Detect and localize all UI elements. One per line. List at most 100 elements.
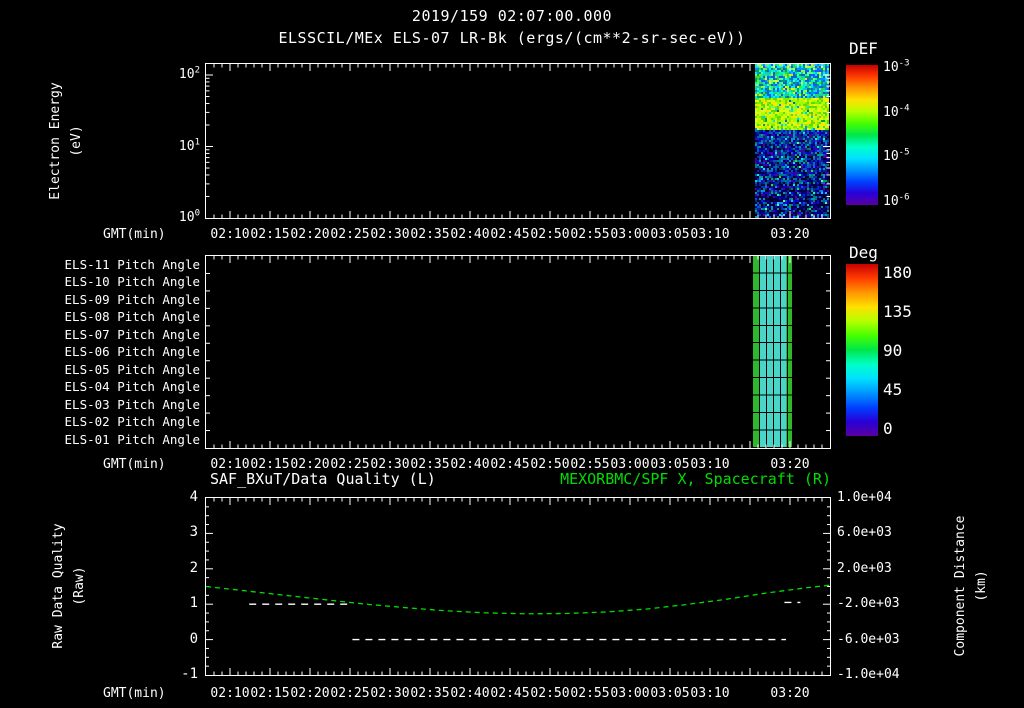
- deg-colorbar: [846, 264, 878, 436]
- component-distance-axis-label-line2: (km): [974, 570, 989, 602]
- right-series-title: MEXORBMC/SPF X, Spacecraft (R): [560, 470, 831, 488]
- time-axis-row-2: GMT(min) 02:10 02:15 02:20 02:25 02:30 02:35 02…: [0, 457, 1024, 473]
- time-tick-label: 02:55: [570, 457, 610, 472]
- time-tick-label: 03:10: [690, 457, 730, 472]
- time-tick-label: 03:10: [690, 686, 730, 701]
- time-tick-label: 02:45: [490, 686, 530, 701]
- time-tick-label: 02:35: [410, 686, 450, 701]
- spacecraft-x-series: [206, 584, 830, 615]
- time-tick-label: 02:45: [490, 457, 530, 472]
- time-tick-label: 02:25: [330, 227, 370, 242]
- component-distance-tick-label: 1.0e+04: [837, 490, 892, 505]
- spectrogram-axis-ticks: [206, 64, 830, 218]
- time-axis-title: GMT(min): [103, 686, 166, 701]
- pitch-panel-axis-ticks: [206, 256, 830, 448]
- time-tick-label: 02:20: [290, 227, 330, 242]
- time-axis-title: GMT(min): [103, 457, 166, 472]
- energy-axis-label-line2: (eV): [69, 125, 84, 157]
- component-distance-axis-label: Component Distance (km): [951, 516, 993, 657]
- deg-colorbar-tick-label: 0: [883, 419, 893, 438]
- time-tick-label: 02:35: [410, 227, 450, 242]
- pitch-angle-data-block: [753, 256, 792, 448]
- exponent: -4: [898, 103, 910, 114]
- pitch-row-label: ELS-06 Pitch Angle: [64, 344, 200, 360]
- pitch-row-label: ELS-02 Pitch Angle: [64, 414, 200, 430]
- spectrogram-data-region: [755, 64, 829, 218]
- time-axis-row-3: GMT(min) 02:10 02:15 02:20 02:25 02:30 02:35 02…: [0, 686, 1024, 702]
- time-tick-label: 02:15: [250, 686, 290, 701]
- pitch-row-label: ELS-03 Pitch Angle: [64, 396, 200, 412]
- time-tick-label: 03:05: [650, 686, 690, 701]
- time-tick-label: 03:20: [770, 457, 810, 472]
- component-distance-tick-label: -6.0e+03: [837, 631, 900, 647]
- raw-quality-tick-label: 2: [189, 559, 198, 576]
- time-tick-label: 02:10: [210, 686, 250, 701]
- def-colorbar-tick-label: 10-3: [883, 58, 910, 75]
- deg-colorbar-tick-label: 45: [883, 380, 903, 399]
- component-distance-tick-label: -1.0e+04: [837, 667, 900, 682]
- time-tick-label: 02:10: [210, 227, 250, 242]
- component-distance-axis-label-line1: Component Distance: [953, 515, 969, 657]
- line-plot-axis-ticks: [206, 498, 830, 675]
- def-colorbar: [846, 65, 878, 205]
- time-tick-label: 02:15: [250, 227, 290, 242]
- time-tick-label: 02:15: [250, 457, 290, 472]
- time-tick-label: 02:20: [290, 686, 330, 701]
- pitch-row-label: ELS-10 Pitch Angle: [64, 274, 200, 290]
- component-distance-tick-label: 6.0e+03: [837, 525, 892, 541]
- time-tick-label: 02:30: [370, 686, 410, 701]
- pitch-row-label: ELS-08 Pitch Angle: [64, 309, 200, 325]
- deg-colorbar-tick-label: 180: [883, 263, 912, 282]
- pitch-row-label: ELS-04 Pitch Angle: [64, 379, 200, 395]
- time-tick-label: 02:30: [370, 457, 410, 472]
- exponent: 2: [194, 65, 200, 76]
- time-tick-label: 02:50: [530, 686, 570, 701]
- raw-quality-tick-label: 4: [189, 489, 198, 505]
- def-colorbar-title: DEF: [849, 39, 878, 58]
- raw-quality-axis-label: Raw Data Quality (Raw): [49, 523, 91, 648]
- deg-colorbar-title: Deg: [849, 243, 878, 262]
- component-distance-tick-label: -2.0e+03: [837, 596, 900, 612]
- raw-quality-tick-label: 3: [189, 524, 198, 541]
- exponent: 0: [194, 208, 200, 219]
- time-tick-label: 02:45: [490, 227, 530, 242]
- time-tick-label: 02:50: [530, 457, 570, 472]
- raw-quality-tick-label: 1: [189, 595, 198, 612]
- time-tick-label: 02:35: [410, 457, 450, 472]
- time-tick-label: 02:20: [290, 457, 330, 472]
- time-tick-label: 02:50: [530, 227, 570, 242]
- time-tick-label: 03:20: [770, 686, 810, 701]
- time-tick-label: 02:40: [450, 227, 490, 242]
- time-tick-label: 03:00: [610, 686, 650, 701]
- left-series-title: SAF_BXuT/Data Quality (L): [210, 470, 436, 488]
- deg-colorbar-tick-label: 90: [883, 341, 903, 360]
- time-tick-label: 02:40: [450, 457, 490, 472]
- time-tick-label: 02:25: [330, 686, 370, 701]
- def-colorbar-tick-label: 10-5: [883, 147, 910, 164]
- time-tick-label: 03:00: [610, 457, 650, 472]
- pitch-row-label: ELS-09 Pitch Angle: [64, 291, 200, 307]
- exponent: 1: [194, 137, 200, 148]
- time-tick-label: 02:55: [570, 227, 610, 242]
- timestamp-title: 2019/159 02:07:00.000: [411, 7, 613, 25]
- plot-title: ELSSCIL/MEx ELS-07 LR-Bk (ergs/(cm**2-sr…: [278, 29, 746, 47]
- raw-quality-axis-label-line1: Raw Data Quality: [51, 523, 67, 649]
- deg-colorbar-tick-label: 135: [883, 302, 912, 321]
- electron-energy-spectrogram-panel: [205, 63, 831, 219]
- pitch-row-label: ELS-05 Pitch Angle: [64, 361, 200, 377]
- time-tick-label: 02:40: [450, 686, 490, 701]
- raw-quality-tick-label: -1: [181, 666, 198, 682]
- time-tick-label: 03:05: [650, 457, 690, 472]
- energy-axis-label-line1: Electron Energy: [48, 82, 64, 200]
- time-axis-title: GMT(min): [103, 227, 166, 242]
- time-tick-label: 03:10: [690, 227, 730, 242]
- time-tick-label: 03:20: [770, 227, 810, 242]
- time-tick-label: 02:30: [370, 227, 410, 242]
- raw-quality-axis-label-line2: (Raw): [72, 566, 87, 606]
- pitch-row-label: ELS-01 Pitch Angle: [64, 431, 200, 447]
- exponent: -3: [898, 58, 910, 69]
- exponent: -6: [898, 192, 910, 203]
- energy-tick-label: 101: [178, 137, 200, 154]
- raw-quality-tick-label: 0: [189, 630, 198, 647]
